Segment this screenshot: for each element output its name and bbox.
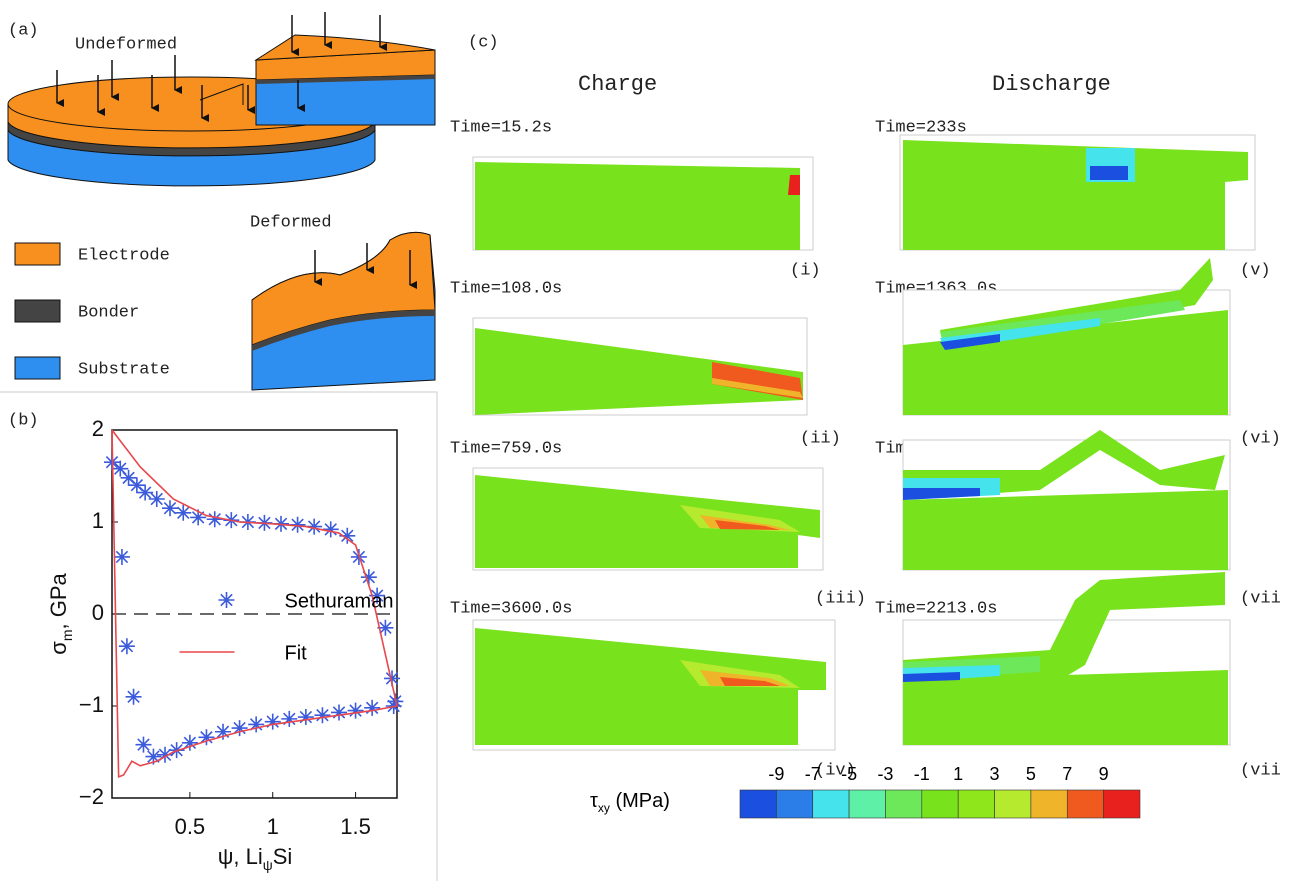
label-rest: Si bbox=[273, 844, 293, 869]
colorbar-tick-label: -1 bbox=[914, 764, 930, 784]
time-label: Time=759.0s bbox=[450, 439, 562, 458]
label: ψ, LiψSi bbox=[218, 844, 293, 873]
colorbar-tick-label: -7 bbox=[805, 764, 821, 784]
label-sub: xy bbox=[598, 801, 610, 815]
colorbar-tick-label: 3 bbox=[990, 764, 1000, 784]
colorbar-cell bbox=[776, 790, 812, 818]
colorbar-tick-label: 5 bbox=[1026, 764, 1036, 784]
label-rest: , GPa bbox=[46, 572, 71, 629]
x-tick-label: 0.5 bbox=[175, 814, 206, 839]
label-sub: m bbox=[59, 630, 75, 642]
scatter-point bbox=[298, 709, 314, 725]
stress-contour bbox=[903, 140, 1248, 250]
colorbar-cell bbox=[958, 790, 994, 818]
scatter-point bbox=[331, 704, 347, 720]
scatter-point bbox=[114, 549, 130, 565]
panel-c: (c) Charge Discharge Time=15.2s (i) Time=1… bbox=[450, 33, 1281, 818]
panel-label: (a) bbox=[8, 21, 39, 40]
legend-label: Bonder bbox=[78, 303, 139, 322]
snapshot-tag: (vii bbox=[1240, 589, 1281, 608]
label: τxy (MPa) bbox=[590, 790, 670, 815]
colorbar-cell bbox=[885, 790, 921, 818]
colorbar-cell bbox=[740, 790, 776, 818]
legend-label: Substrate bbox=[78, 360, 170, 379]
label-main: ψ, Li bbox=[218, 844, 263, 869]
time-label: Time=2213.0s bbox=[875, 599, 997, 618]
legend-label: Electrode bbox=[78, 246, 170, 265]
colorbar-tick-label: 9 bbox=[1099, 764, 1109, 784]
colorbar-tick-label: 7 bbox=[1062, 764, 1072, 784]
scatter-point bbox=[364, 700, 380, 716]
y-tick-label: −1 bbox=[79, 692, 104, 717]
panel-label: (c) bbox=[468, 33, 499, 52]
deformed-label: Deformed bbox=[250, 213, 332, 232]
scatter-point bbox=[149, 491, 165, 507]
time-label: Time=3600.0s bbox=[450, 599, 572, 618]
y-tick-label: 0 bbox=[92, 600, 104, 625]
x-tick-label: 1.5 bbox=[340, 814, 371, 839]
time-label: Time=108.0s bbox=[450, 279, 562, 298]
panel-b: (b) −2 −1 0 1 2 0.5 1 1.5 ψ, LiψSi σm, GPa Sethura… bbox=[0, 392, 437, 881]
label-rest: (MPa) bbox=[610, 790, 670, 812]
colorbar-tick-label: 1 bbox=[953, 764, 963, 784]
snapshot-tag: (v) bbox=[1240, 261, 1271, 280]
snapshot-tag: (vii bbox=[1240, 761, 1281, 780]
colorbar-cell bbox=[1031, 790, 1067, 818]
scatter-point bbox=[323, 521, 339, 537]
stress-contour bbox=[1090, 166, 1128, 180]
scatter-point bbox=[265, 714, 281, 730]
column-title: Discharge bbox=[992, 72, 1111, 97]
material-legend: Electrode Bonder Substrate bbox=[15, 243, 170, 379]
panel-label: (b) bbox=[8, 411, 39, 430]
undeformed-label: Undeformed bbox=[75, 35, 177, 54]
stress-contour bbox=[788, 175, 800, 195]
time-label: Time=15.2s bbox=[450, 118, 552, 137]
panel-a: (a) Undeformed Deformed Electrode Bonder S… bbox=[8, 12, 435, 390]
scatter-point bbox=[361, 569, 377, 585]
label-sub: ψ bbox=[263, 857, 273, 873]
scatter-point bbox=[137, 485, 153, 501]
y-tick-label: −2 bbox=[79, 784, 104, 809]
colorbar-cell bbox=[849, 790, 885, 818]
snapshot-tag: (vi) bbox=[1240, 429, 1281, 448]
scatter-point bbox=[348, 703, 364, 719]
scatter-point bbox=[162, 500, 178, 516]
snapshot-tag: (ii) bbox=[800, 429, 841, 448]
column-title: Charge bbox=[578, 72, 657, 97]
scatter-point bbox=[314, 707, 330, 723]
snapshot-tag: (i) bbox=[790, 261, 821, 280]
stress-contour bbox=[903, 490, 1228, 570]
snapshot-tag: (iii) bbox=[815, 589, 866, 608]
scatter-point bbox=[281, 711, 297, 727]
y-tick-label: 2 bbox=[92, 416, 104, 441]
legend-swatch bbox=[15, 357, 60, 379]
figure: (a) Undeformed Deformed Electrode Bonder S… bbox=[0, 0, 1290, 881]
colorbar-tick-label: -9 bbox=[768, 764, 784, 784]
colorbar-cell bbox=[922, 790, 958, 818]
y-tick-label: 1 bbox=[92, 508, 104, 533]
legend-marker bbox=[219, 592, 235, 608]
legend-label: Sethuraman bbox=[285, 590, 394, 612]
colorbar-tick-label: -3 bbox=[877, 764, 893, 784]
legend-label: Fit bbox=[285, 642, 308, 664]
colorbar-cell bbox=[995, 790, 1031, 818]
colorbar-cell bbox=[1104, 790, 1140, 818]
label-main: σ bbox=[46, 641, 71, 655]
label-main: τ bbox=[590, 790, 598, 812]
stress-contour bbox=[475, 162, 800, 250]
colorbar-cell bbox=[813, 790, 849, 818]
label: σm, GPa bbox=[46, 572, 75, 654]
scatter-point bbox=[207, 511, 223, 527]
colorbar-tick-label: -5 bbox=[841, 764, 857, 784]
x-tick-label: 1 bbox=[267, 814, 279, 839]
scatter-point bbox=[126, 689, 142, 705]
legend-swatch bbox=[15, 300, 60, 322]
colorbar-cell bbox=[1067, 790, 1103, 818]
legend-swatch bbox=[15, 243, 60, 265]
scatter-point bbox=[119, 638, 135, 654]
scatter-point bbox=[135, 737, 151, 753]
